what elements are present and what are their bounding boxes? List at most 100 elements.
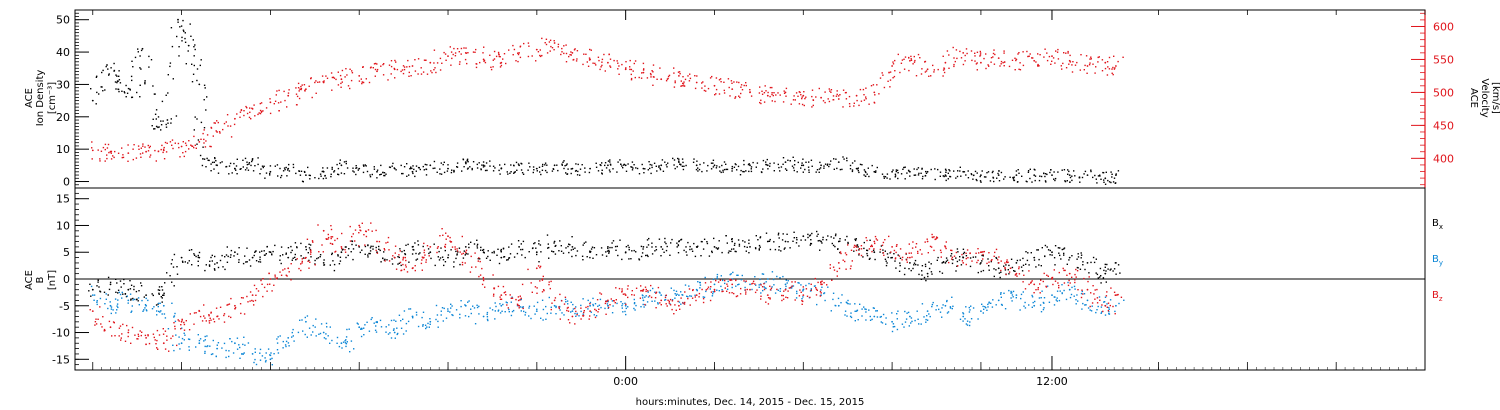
panel-1-right-sample (913, 61, 916, 63)
panel-2-bx-sample (372, 245, 374, 248)
panel-2-bz-sample (94, 321, 97, 323)
panel-2-bx-sample (606, 250, 609, 252)
panel-1-right-sample (147, 144, 149, 147)
panel-2-by-sample (497, 309, 500, 311)
panel-2-bx-sample (981, 254, 983, 257)
panel-1-ylabel-right-line1: ACE (1468, 88, 1479, 108)
panel-2-by-sample (841, 294, 843, 296)
panel-1-left-sample (126, 92, 129, 94)
panel-2-by-sample (699, 281, 701, 284)
panel-1-left-sample (830, 160, 832, 162)
panel-1-left-sample (181, 40, 183, 42)
panel-1-left-sample (436, 171, 438, 173)
panel-2-bz-sample (876, 239, 879, 241)
panel-1-right-sample (1057, 58, 1060, 60)
panel-1-left-sample (804, 168, 806, 171)
panel-2-by-sample (158, 310, 160, 313)
panel-1-right-sample (990, 61, 992, 63)
panel-2-bz-sample (144, 334, 147, 337)
panel-2-by-sample (737, 284, 739, 286)
panel-1-left-sample (722, 171, 724, 173)
panel-2-bz-sample (801, 300, 803, 302)
panel-2-by-sample (847, 299, 849, 302)
panel-2-by-sample (451, 305, 453, 307)
panel-2-bx-sample (927, 275, 929, 278)
panel-2-bx-sample (1060, 258, 1062, 260)
panel-1-right-sample (444, 53, 447, 55)
panel-1-right-sample (259, 109, 262, 112)
panel-2-by-sample (146, 310, 148, 312)
panel-1-left-sample (1104, 183, 1107, 185)
panel-1-right-sample (948, 67, 950, 69)
panel-1-left-sample (1108, 181, 1111, 183)
panel-2-by-sample (865, 311, 867, 313)
x-axis-label: hours:minutes, Dec. 14, 2015 - Dec. 15, … (636, 397, 865, 408)
panel-2-bz-point (340, 246, 343, 248)
panel-1-right-sample (295, 104, 298, 106)
panel-1-right-point (145, 150, 148, 153)
panel-1-left-sample (731, 170, 733, 172)
panel-2-bx-sample (246, 247, 248, 249)
panel-1-right-sample (771, 100, 773, 102)
panel-1-right-sample (1068, 63, 1070, 65)
panel-1-left-sample (191, 63, 193, 65)
panel-2-by-sample (964, 318, 966, 320)
panel-2-bz-sample (726, 285, 729, 287)
panel-2-bz-sample (139, 330, 141, 332)
panel-2-bx-sample (214, 255, 216, 258)
panel-2-bz-sample (802, 286, 804, 288)
panel-1-right-sample (595, 64, 597, 66)
panel-2-bz-sample (951, 258, 953, 260)
panel-2-bz-sample (341, 247, 343, 250)
panel-2-bx-sample (855, 238, 857, 240)
panel-2-bx-sample (810, 243, 813, 245)
panel-2-bx-sample (1038, 264, 1040, 266)
panel-2-bz-sample (262, 295, 264, 298)
panel-1-left-sample (678, 160, 680, 162)
panel-2-bx-sample (498, 262, 501, 265)
panel-2-by-sample (184, 334, 186, 336)
panel-2-bx-sample (930, 271, 933, 273)
panel-1-right-sample (903, 68, 906, 70)
panel-1-right-point (322, 81, 325, 84)
panel-1-right-point (997, 57, 1000, 59)
panel-1-left-sample (210, 170, 212, 172)
panel-1-left-sample (337, 173, 340, 176)
panel-2-bx-sample (348, 248, 350, 250)
panel-2-bz-sample (836, 270, 838, 273)
panel-2-by-point (109, 304, 112, 307)
panel-2-bz-sample (596, 299, 599, 301)
panel-1-left-sample (131, 79, 133, 82)
panel-1-left-sample (513, 164, 515, 166)
panel-2-by-sample (966, 320, 969, 322)
panel-1-right-sample (515, 60, 517, 62)
panel-2-bx-sample (731, 238, 733, 240)
panel-2-bz-sample (164, 330, 167, 332)
panel-2-by-sample (865, 308, 867, 311)
panel-1-right-sample (340, 82, 342, 85)
panel-2-bz-sample (181, 319, 183, 321)
panel-2-by-sample (183, 332, 185, 334)
panel-2-bx-sample (521, 254, 523, 256)
panel-1-right-sample (283, 90, 285, 93)
panel-1-series (90, 18, 1124, 185)
panel-1-left-sample (467, 167, 469, 169)
panel-1-left-sample (815, 171, 817, 173)
panel-2-bx-sample (691, 250, 694, 252)
panel-2-by-sample (370, 318, 372, 321)
panel-2-bz-sample (682, 302, 684, 304)
panel-1-left-sample (917, 167, 920, 169)
panel-2-by-sample (1089, 309, 1091, 311)
panel-1-left-tick-label: 30 (56, 78, 70, 91)
panel-2-bx-sample (956, 265, 958, 267)
panel-1-right-sample (1008, 65, 1011, 68)
panel-2-bz-point (909, 256, 911, 259)
panel-2-by-sample (754, 276, 756, 278)
panel-2-bx-sample (920, 278, 923, 280)
panel-2-bx-sample (364, 245, 367, 248)
panel-2-bx-sample (713, 237, 715, 240)
panel-2-bz-point (464, 251, 467, 254)
panel-1-left-sample (162, 120, 164, 122)
panel-1-right-point (305, 88, 307, 90)
panel-1-left-sample (251, 159, 254, 161)
